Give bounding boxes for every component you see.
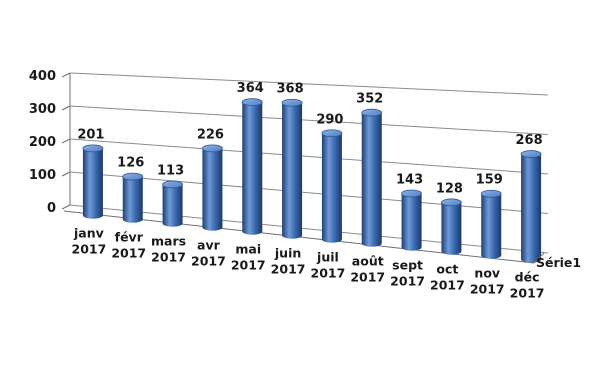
bar-body <box>401 193 422 251</box>
category-label: juil 2017 <box>311 249 346 280</box>
data-label: 201 <box>77 127 104 142</box>
bar <box>520 150 542 263</box>
y-tick-mark <box>61 138 71 144</box>
bar <box>321 129 343 243</box>
legend-leader <box>533 252 545 264</box>
data-label: 226 <box>197 127 224 142</box>
bar <box>441 198 462 255</box>
data-label: 290 <box>316 112 343 127</box>
bar-body <box>82 148 103 219</box>
bar-top <box>441 198 462 207</box>
y-tick-mark <box>61 204 71 210</box>
category-label: août 2017 <box>350 253 385 284</box>
bar-top <box>281 98 303 107</box>
gridline <box>69 171 549 214</box>
gridline <box>69 204 549 254</box>
bar-top <box>82 144 104 153</box>
category-label: janv 2017 <box>72 225 107 256</box>
data-label: 268 <box>516 133 543 148</box>
category-label: nov 2017 <box>470 265 505 296</box>
y-tick-label: 200 <box>29 135 56 150</box>
bar <box>480 189 502 259</box>
data-label: 143 <box>396 172 423 187</box>
category-label: déc 2017 <box>510 269 545 300</box>
data-label: 364 <box>237 81 264 96</box>
bar <box>122 172 144 223</box>
bar-top <box>520 150 542 158</box>
gridline <box>69 138 549 175</box>
category-label: mars 2017 <box>151 233 186 264</box>
bar <box>281 98 303 239</box>
bar-body <box>162 184 183 227</box>
bar-body <box>242 102 263 235</box>
bar <box>241 98 263 235</box>
bar-top <box>241 98 263 107</box>
bar-body <box>321 133 342 243</box>
category-label: oct 2017 <box>430 261 465 292</box>
bar-body <box>122 176 143 223</box>
bar-body <box>282 102 303 239</box>
bar-top <box>122 172 144 181</box>
legend: Série1 <box>533 252 581 270</box>
bar-body <box>481 193 502 259</box>
series-label: Série1 <box>536 255 581 270</box>
bar <box>361 108 383 247</box>
gridline <box>69 105 549 135</box>
category-label: févr 2017 <box>111 229 146 260</box>
y-tick-label: 300 <box>29 102 56 117</box>
data-label: 159 <box>476 173 503 188</box>
gridline <box>69 72 549 96</box>
data-label: 128 <box>436 181 463 196</box>
category-label: juin 2017 <box>271 245 306 276</box>
category-label: mai 2017 <box>231 241 266 272</box>
data-label: 352 <box>356 92 383 107</box>
category-label: sept 2017 <box>390 257 425 288</box>
bar-top <box>480 189 502 198</box>
bar-top <box>162 180 183 189</box>
bar-top <box>361 108 383 117</box>
data-label: 113 <box>157 163 184 178</box>
data-label: 126 <box>117 156 144 171</box>
y-tick-label: 100 <box>29 168 56 183</box>
y-tick-mark <box>61 171 71 177</box>
y-tick-mark <box>61 105 71 111</box>
bar-top <box>401 189 422 198</box>
data-label: 368 <box>277 82 304 97</box>
y-tick-label: 400 <box>29 69 56 84</box>
bar-body <box>361 112 382 247</box>
bar <box>82 144 104 219</box>
bar-body <box>202 148 223 231</box>
bar-body <box>521 154 542 263</box>
bar-body <box>441 202 462 255</box>
bars <box>82 98 542 263</box>
bar-top <box>202 144 223 153</box>
bar <box>162 180 183 227</box>
y-axis-ticks: 0 100 200 300 400 <box>29 69 56 216</box>
bar <box>202 144 223 231</box>
y-tick-label: 0 <box>47 201 56 216</box>
data-labels: 201 126 113 226 364 368 290 352 143 128 159 268 <box>77 81 542 196</box>
bar <box>401 189 422 251</box>
y-tick-mark <box>61 72 71 78</box>
category-label: avr 2017 <box>191 237 226 268</box>
bar-top <box>321 129 343 138</box>
